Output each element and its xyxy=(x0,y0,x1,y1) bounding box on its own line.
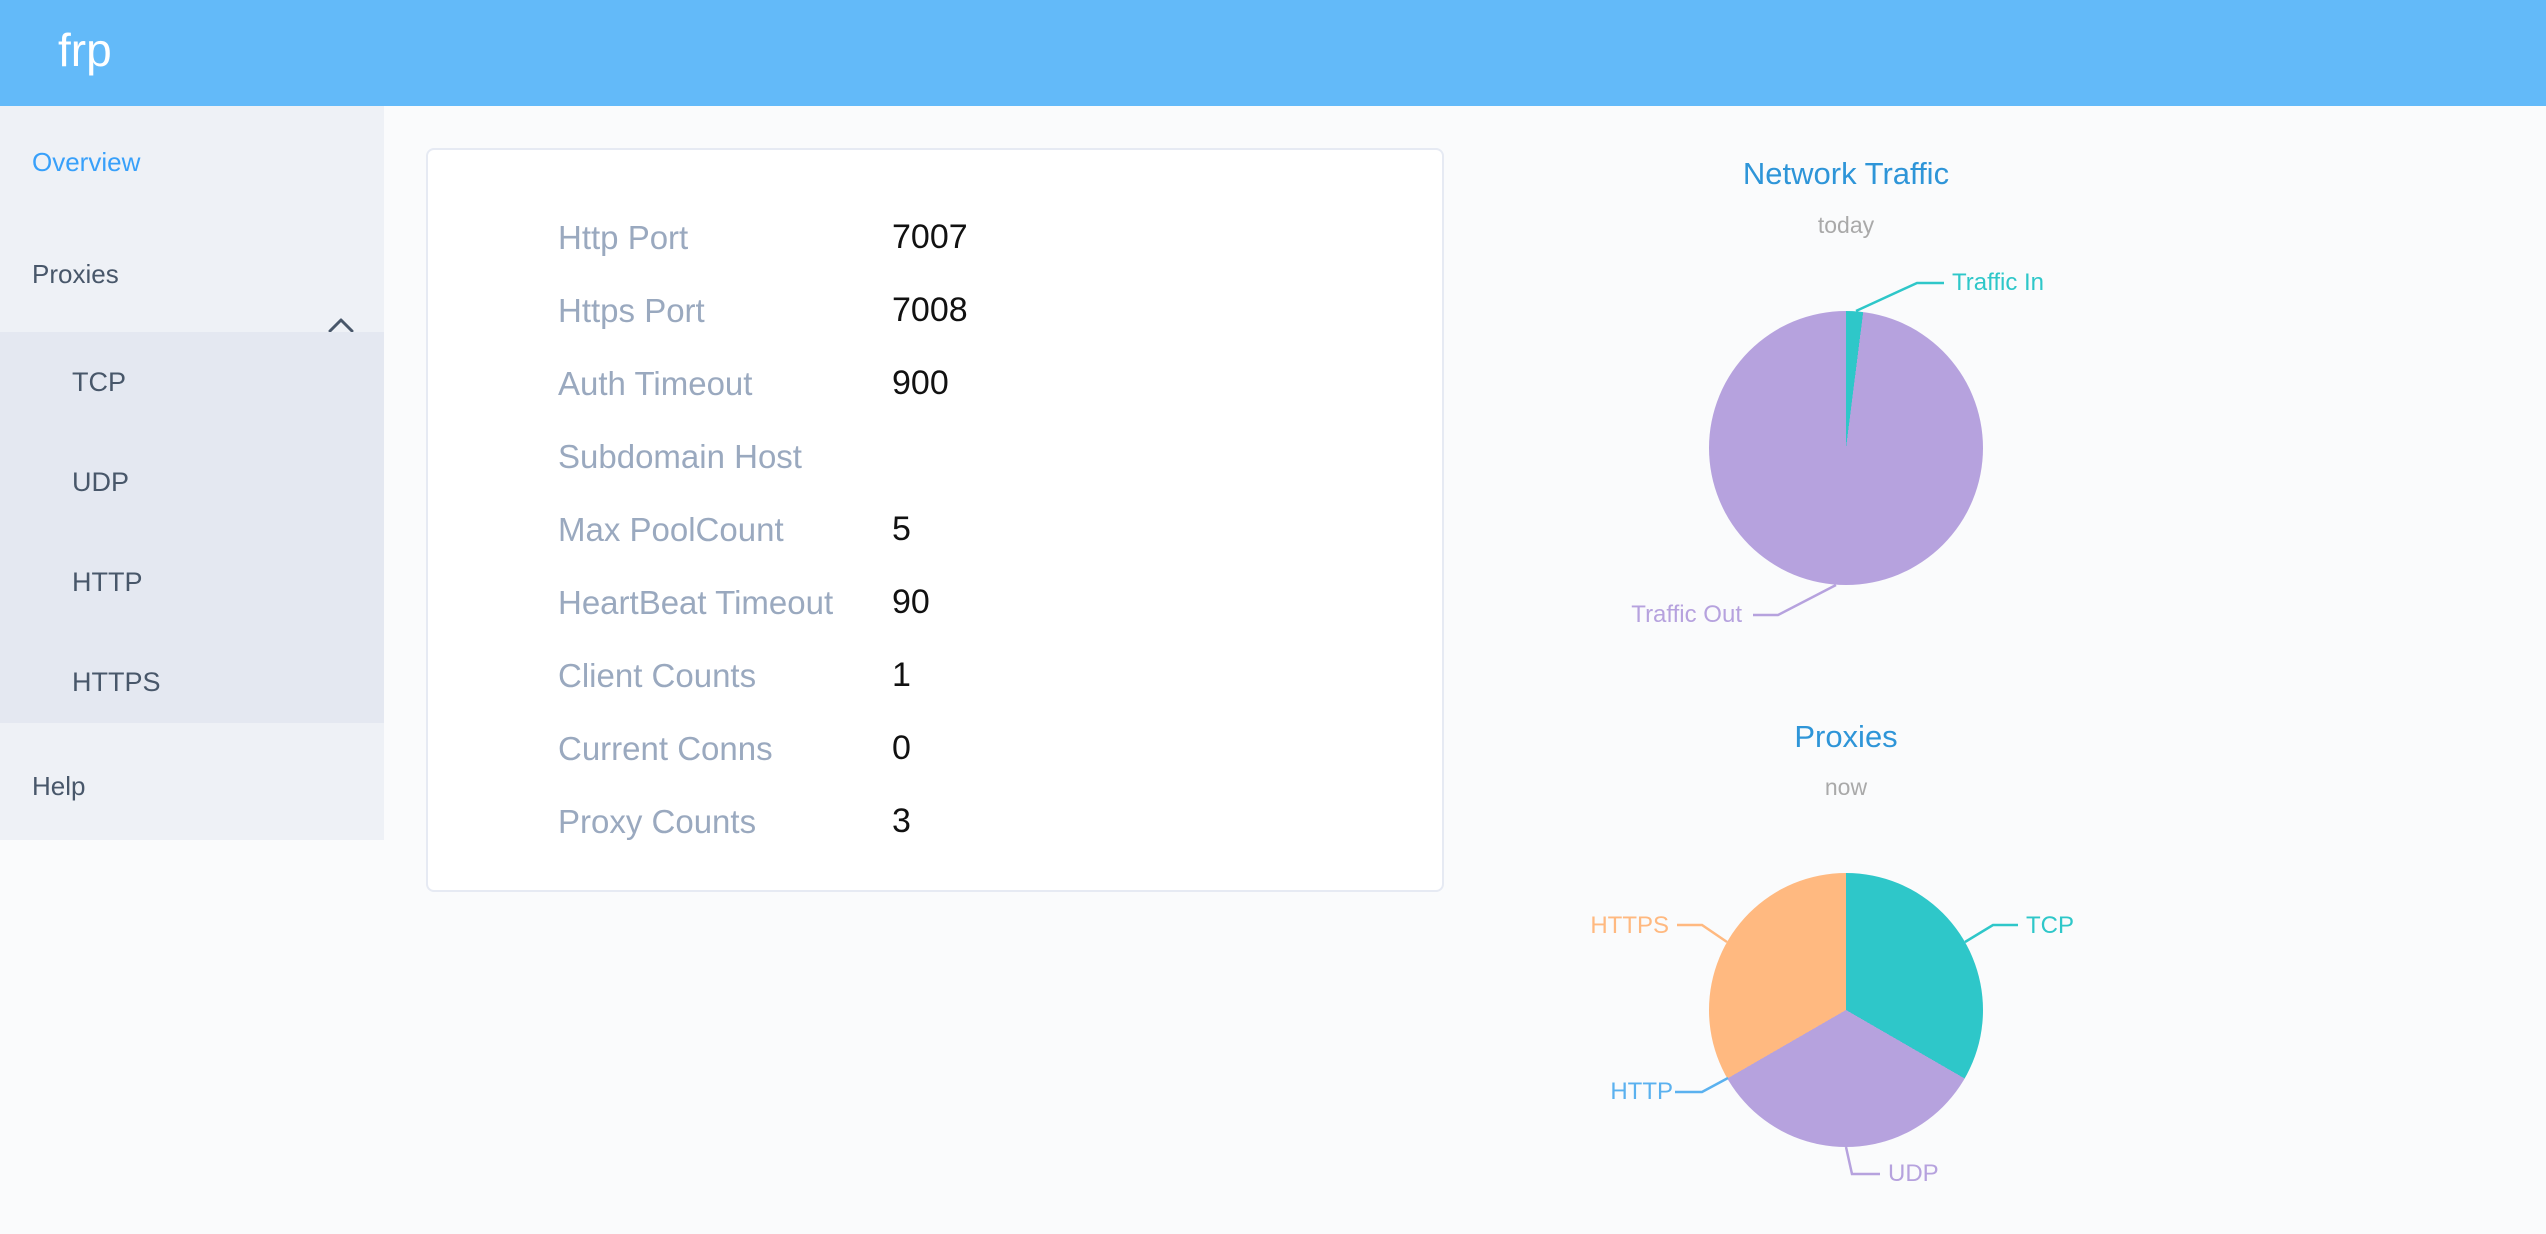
config-label: Https Port xyxy=(558,292,705,329)
sidebar-item-help[interactable]: Help xyxy=(32,771,86,801)
traffic-in-callout-line xyxy=(1855,281,1944,313)
traffic-out-label: Traffic Out xyxy=(1631,601,1742,628)
sidebar-item-http[interactable]: HTTP xyxy=(72,567,143,597)
config-row: Https Port 7008 xyxy=(558,274,1408,347)
config-label: Subdomain Host xyxy=(558,438,802,475)
proxies-chart-title: Proxies xyxy=(1794,719,1898,754)
sidebar-item-https[interactable]: HTTPS xyxy=(72,667,161,697)
traffic-out-callout-line xyxy=(1753,583,1837,617)
https-label: HTTPS xyxy=(1590,912,1669,939)
network-traffic-pie[interactable] xyxy=(1709,311,1983,585)
sidebar-item-proxies[interactable]: Proxies xyxy=(0,218,384,333)
chevron-up-icon xyxy=(328,268,354,380)
proxies-chart-subtitle: now xyxy=(1824,774,1868,800)
config-row: Current Conns 0 xyxy=(558,712,1408,785)
udp-label: UDP xyxy=(1888,1160,1939,1187)
config-value: 0 xyxy=(892,729,911,767)
tcp-callout-line xyxy=(1964,923,2018,944)
udp-callout-line xyxy=(1844,1146,1880,1176)
config-label: Http Port xyxy=(558,219,689,256)
config-value: 3 xyxy=(892,802,911,840)
https-callout-line xyxy=(1677,923,1728,944)
config-label: Client Counts xyxy=(558,657,757,694)
proxies-pie[interactable] xyxy=(1709,873,1983,1147)
config-label: HeartBeat Timeout xyxy=(558,584,834,621)
config-row: HeartBeat Timeout 90 xyxy=(558,566,1408,639)
config-value: 900 xyxy=(892,364,949,402)
sidebar-item-udp[interactable]: UDP xyxy=(72,467,130,497)
config-row: Auth Timeout 900 xyxy=(558,347,1408,420)
config-label: Current Conns xyxy=(558,730,773,767)
config-value: 7008 xyxy=(892,291,968,329)
config-label: Proxy Counts xyxy=(558,803,757,840)
config-label: Auth Timeout xyxy=(558,365,753,402)
config-value: 7007 xyxy=(892,218,968,256)
http-label: HTTP xyxy=(1610,1078,1673,1105)
network-traffic-chart-title: Network Traffic xyxy=(1742,156,1950,191)
server-config-card: Http Port 7007 Https Port 7008 Auth Timeou… xyxy=(426,148,1444,892)
app-logo: frp xyxy=(58,24,112,76)
config-row: Subdomain Host xyxy=(558,420,1408,493)
http-callout-line xyxy=(1675,1076,1729,1094)
sidebar: Overview Proxies TCP UDP HTTP HTTPS Help xyxy=(0,106,384,840)
config-value: 1 xyxy=(892,656,911,694)
config-row: Proxy Counts 3 xyxy=(558,785,1408,858)
config-row: Max PoolCount 5 xyxy=(558,493,1408,566)
config-value: 5 xyxy=(892,510,911,548)
proxies-submenu xyxy=(0,332,384,723)
config-row: Http Port 7007 xyxy=(558,201,1408,274)
config-value: 90 xyxy=(892,583,930,621)
sidebar-item-tcp[interactable]: TCP xyxy=(72,367,126,397)
config-label: Max PoolCount xyxy=(558,511,784,548)
traffic-in-label: Traffic In xyxy=(1952,269,2045,296)
sidebar-item-proxies-label: Proxies xyxy=(32,259,119,289)
sidebar-item-overview[interactable]: Overview xyxy=(32,147,141,177)
app-header: frp xyxy=(0,0,2546,106)
config-row: Client Counts 1 xyxy=(558,639,1408,712)
tcp-label: TCP xyxy=(2026,912,2074,939)
network-traffic-chart-subtitle: today xyxy=(1817,212,1875,238)
